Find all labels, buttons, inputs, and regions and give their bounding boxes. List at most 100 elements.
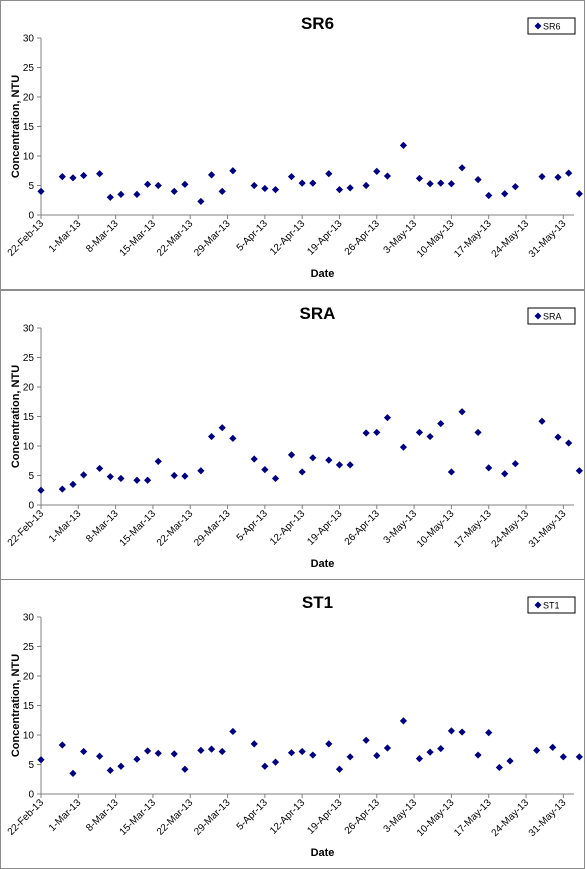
data-point	[287, 451, 296, 459]
data-point	[197, 746, 205, 754]
data-point	[218, 187, 226, 195]
x-axis-title: Date	[311, 847, 335, 859]
data-point	[447, 180, 456, 188]
legend: ST1	[527, 596, 576, 614]
legend-label: SR6	[543, 22, 561, 32]
chart-title: SRA	[300, 304, 336, 323]
data-point	[250, 740, 258, 748]
data-point	[383, 172, 392, 180]
y-axis-title: Concentration, NTU	[10, 365, 22, 468]
data-point	[485, 729, 493, 737]
y-tick-label: 15	[23, 412, 35, 423]
y-axis-title: Concentration, NTU	[10, 654, 22, 757]
data-point	[80, 171, 88, 180]
data-point	[37, 187, 45, 195]
data-point	[271, 758, 280, 766]
x-tick-label: 22-Mar-13	[155, 797, 196, 838]
data-point	[485, 464, 493, 472]
x-tick-label: 15-Mar-13	[118, 797, 159, 838]
data-point	[538, 417, 546, 425]
y-tick-label: 30	[23, 613, 35, 624]
legend: SR6	[527, 17, 576, 35]
x-tick-label: 1-Mar-13	[47, 218, 84, 255]
data-point	[346, 184, 354, 192]
data-point	[335, 461, 344, 469]
x-tick-label: 22-Feb-13	[6, 508, 47, 549]
y-tick-label: 25	[23, 642, 35, 653]
data-point	[373, 752, 381, 760]
data-point	[415, 755, 424, 763]
data-point	[575, 753, 583, 761]
y-tick-label: 0	[28, 501, 34, 512]
data-point	[485, 191, 493, 200]
legend-label: SRA	[543, 312, 562, 322]
data-point	[144, 747, 152, 755]
data-point	[207, 745, 216, 753]
x-tick-label: 10-May-13	[415, 218, 457, 260]
data-point	[559, 753, 567, 761]
x-tick-label: 1-Mar-13	[47, 797, 84, 834]
data-point	[565, 169, 573, 177]
y-tick-label: 0	[28, 790, 34, 801]
legend-marker	[534, 601, 542, 609]
data-point	[106, 193, 114, 201]
data-point	[261, 762, 269, 770]
x-tick-label: 19-Apr-13	[305, 218, 345, 258]
y-tick-label: 10	[23, 731, 35, 742]
data-point	[207, 432, 216, 441]
data-point	[362, 736, 370, 744]
data-point	[58, 741, 66, 749]
x-tick-label: 22-Mar-13	[155, 218, 196, 259]
data-point	[250, 181, 258, 190]
data-point	[501, 190, 509, 198]
x-tick-label: 15-Mar-13	[118, 508, 159, 549]
data-point	[181, 765, 189, 773]
data-point	[250, 455, 258, 463]
legend-marker	[534, 22, 542, 30]
y-tick-label: 30	[23, 324, 35, 335]
data-point	[218, 747, 226, 756]
data-point	[154, 749, 162, 757]
x-tick-label: 12-Apr-13	[268, 508, 308, 548]
y-tick-label: 30	[23, 34, 35, 45]
data-point	[144, 476, 152, 484]
x-tick-label: 10-May-13	[415, 508, 457, 550]
y-tick-label: 20	[23, 672, 35, 683]
data-point	[271, 474, 280, 483]
x-tick-label: 17-May-13	[452, 218, 494, 260]
legend-box	[527, 596, 576, 614]
data-point	[495, 763, 503, 772]
data-point	[309, 454, 317, 462]
data-point	[96, 752, 104, 760]
y-tick-label: 15	[23, 122, 35, 133]
y-tick-label: 25	[23, 63, 35, 74]
data-point	[69, 480, 77, 488]
x-tick-label: 8-Mar-13	[84, 508, 121, 545]
data-point	[229, 727, 237, 736]
data-point	[325, 170, 333, 178]
data-point	[383, 744, 392, 752]
legend-marker	[534, 312, 542, 320]
chart-sr6: SR6 0 5 10 15 20 25 30 22-Feb-13 1-Mar-13 8-Mar-13…	[6, 14, 583, 280]
data-point	[346, 753, 354, 761]
data-point	[218, 424, 226, 432]
x-tick-label: 17-May-13	[452, 508, 494, 550]
data-point	[181, 472, 189, 480]
chart-title: SR6	[301, 14, 334, 33]
data-point	[37, 486, 45, 494]
y-tick-label: 15	[23, 701, 35, 712]
data-point	[80, 747, 88, 756]
data-point	[96, 464, 104, 473]
x-tick-label: 24-May-13	[490, 508, 532, 550]
y-tick-label: 20	[23, 93, 35, 104]
data-point	[298, 179, 306, 187]
data-point	[133, 476, 141, 484]
x-tick-label: 8-Mar-13	[84, 797, 121, 834]
x-tick-label: 3-May-13	[382, 218, 420, 256]
data-point	[346, 461, 354, 469]
data-point	[474, 176, 482, 184]
data-point	[80, 471, 88, 479]
data-point	[362, 429, 370, 437]
data-point	[133, 190, 141, 198]
data-point	[554, 173, 562, 181]
